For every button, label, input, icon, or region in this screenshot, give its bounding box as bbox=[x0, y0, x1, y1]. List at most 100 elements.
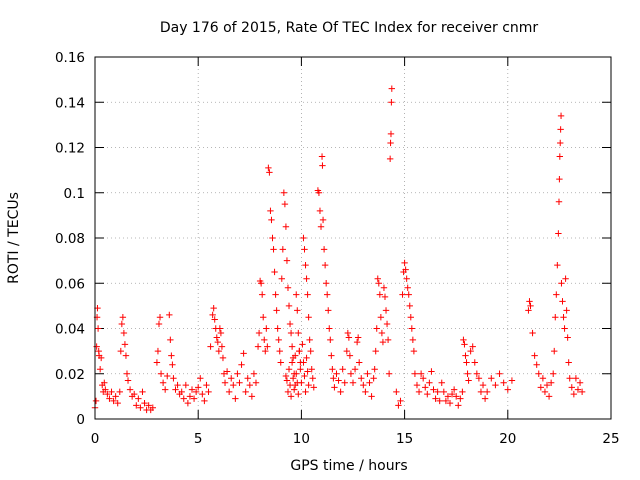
data-point bbox=[344, 329, 352, 337]
x-tick-label: 10 bbox=[293, 431, 310, 447]
data-point bbox=[215, 347, 223, 355]
data-point bbox=[116, 388, 123, 396]
data-point bbox=[351, 366, 359, 373]
data-point bbox=[374, 275, 381, 282]
data-point bbox=[464, 370, 471, 377]
y-tick-label: 0.06 bbox=[55, 276, 85, 292]
data-point bbox=[405, 291, 412, 298]
data-point bbox=[283, 377, 291, 384]
data-point bbox=[446, 399, 454, 407]
data-point bbox=[199, 390, 206, 398]
data-point bbox=[190, 395, 198, 402]
data-point bbox=[295, 390, 302, 398]
data-point bbox=[576, 379, 584, 386]
data-point bbox=[169, 361, 176, 368]
data-point bbox=[459, 388, 466, 396]
data-point bbox=[371, 366, 378, 373]
data-point bbox=[406, 302, 413, 310]
data-point bbox=[346, 352, 354, 359]
data-point bbox=[432, 395, 439, 402]
data-point bbox=[325, 307, 332, 314]
data-point bbox=[120, 329, 128, 337]
data-point bbox=[533, 361, 540, 368]
data-point bbox=[271, 268, 278, 276]
data-point bbox=[270, 246, 277, 253]
data-point bbox=[558, 280, 565, 287]
data-point bbox=[159, 379, 167, 386]
data-point bbox=[250, 370, 258, 377]
data-point bbox=[419, 375, 427, 382]
data-point bbox=[288, 343, 296, 350]
data-point bbox=[305, 381, 312, 389]
data-point bbox=[118, 320, 126, 328]
data-point bbox=[123, 370, 131, 377]
data-point bbox=[430, 386, 437, 393]
data-point bbox=[164, 372, 171, 380]
data-point bbox=[290, 386, 298, 393]
data-point bbox=[378, 329, 386, 337]
data-point bbox=[301, 372, 308, 380]
data-point bbox=[328, 352, 335, 359]
data-point bbox=[97, 354, 105, 362]
data-point bbox=[278, 275, 285, 282]
data-point bbox=[306, 336, 313, 344]
data-point bbox=[355, 359, 363, 366]
data-point bbox=[343, 347, 351, 355]
data-point bbox=[307, 347, 314, 355]
data-point bbox=[298, 379, 305, 386]
data-point bbox=[354, 334, 362, 341]
data-point bbox=[407, 313, 414, 321]
data-point bbox=[172, 386, 179, 393]
data-point bbox=[578, 388, 586, 396]
data-point bbox=[122, 352, 130, 359]
data-point bbox=[424, 390, 431, 398]
data-point bbox=[288, 359, 296, 366]
data-point bbox=[228, 375, 235, 382]
data-point bbox=[218, 343, 226, 350]
data-point bbox=[303, 275, 310, 282]
data-point bbox=[455, 402, 462, 409]
data-point bbox=[504, 386, 511, 393]
data-point bbox=[388, 99, 395, 106]
data-point bbox=[347, 370, 355, 377]
y-tick-label: 0.14 bbox=[55, 95, 85, 111]
data-point bbox=[213, 334, 220, 341]
data-point bbox=[300, 359, 307, 366]
data-point bbox=[366, 379, 373, 386]
data-point bbox=[409, 336, 417, 344]
data-point bbox=[108, 388, 115, 396]
data-point bbox=[295, 329, 302, 337]
x-axis-label: GPS time / hours bbox=[290, 458, 407, 474]
data-point bbox=[170, 375, 177, 382]
data-point bbox=[570, 390, 578, 398]
data-point bbox=[410, 347, 418, 355]
data-point bbox=[529, 329, 536, 337]
data-point bbox=[473, 370, 481, 377]
data-point bbox=[263, 325, 270, 332]
data-point bbox=[428, 368, 435, 375]
x-tick-label: 0 bbox=[91, 431, 100, 447]
data-point bbox=[248, 393, 256, 400]
data-point bbox=[94, 325, 102, 332]
data-point bbox=[543, 381, 551, 389]
data-point bbox=[287, 393, 295, 400]
data-point bbox=[304, 368, 311, 375]
data-point bbox=[174, 381, 181, 389]
y-tick-label: 0.08 bbox=[55, 231, 85, 247]
data-point bbox=[274, 325, 281, 332]
data-point bbox=[436, 397, 443, 405]
data-point bbox=[388, 85, 396, 92]
data-point bbox=[309, 375, 316, 382]
data-point bbox=[301, 246, 308, 253]
data-point bbox=[327, 336, 334, 344]
data-point bbox=[315, 189, 323, 196]
data-point bbox=[381, 293, 389, 301]
y-tick-label: 0.04 bbox=[55, 322, 85, 338]
data-point bbox=[379, 338, 387, 346]
data-point bbox=[305, 313, 312, 321]
data-point bbox=[167, 336, 174, 344]
data-point bbox=[554, 261, 561, 269]
data-point bbox=[568, 384, 575, 391]
data-point bbox=[539, 375, 547, 382]
data-point bbox=[302, 388, 309, 396]
